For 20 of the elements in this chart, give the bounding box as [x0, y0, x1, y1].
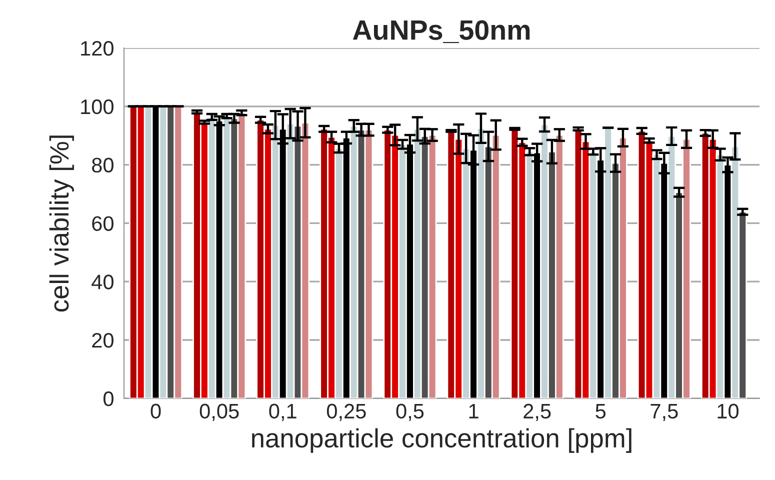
y-axis-title: cell viability [%]: [49, 136, 74, 312]
x-tick-label: 0,05: [200, 404, 239, 422]
y-tick-label: 0: [104, 391, 114, 406]
chart-title: AuNPs_50nm: [352, 20, 530, 44]
y-tick-label: 100: [81, 99, 114, 114]
y-tick-label: 20: [92, 333, 114, 348]
y-tick-label: 80: [92, 158, 114, 173]
y-tick-label: 60: [92, 216, 114, 231]
y-tick-label: 120: [81, 41, 114, 56]
x-tick-label: 7,5: [650, 404, 678, 422]
x-tick-label: 0,25: [326, 404, 366, 422]
x-tick-label: 2,5: [524, 404, 551, 422]
x-tick-label: 0,1: [269, 404, 296, 422]
x-axis-title: nanoparticle concentration [ppm]: [252, 428, 632, 453]
x-tick-label: 0,5: [396, 404, 424, 422]
x-tick-label: 1: [469, 404, 478, 418]
x-tick-label: 0: [150, 404, 161, 419]
y-tick-label: 40: [92, 274, 114, 290]
x-tick-label: 5: [596, 404, 606, 419]
x-tick-label: 10: [718, 404, 738, 419]
